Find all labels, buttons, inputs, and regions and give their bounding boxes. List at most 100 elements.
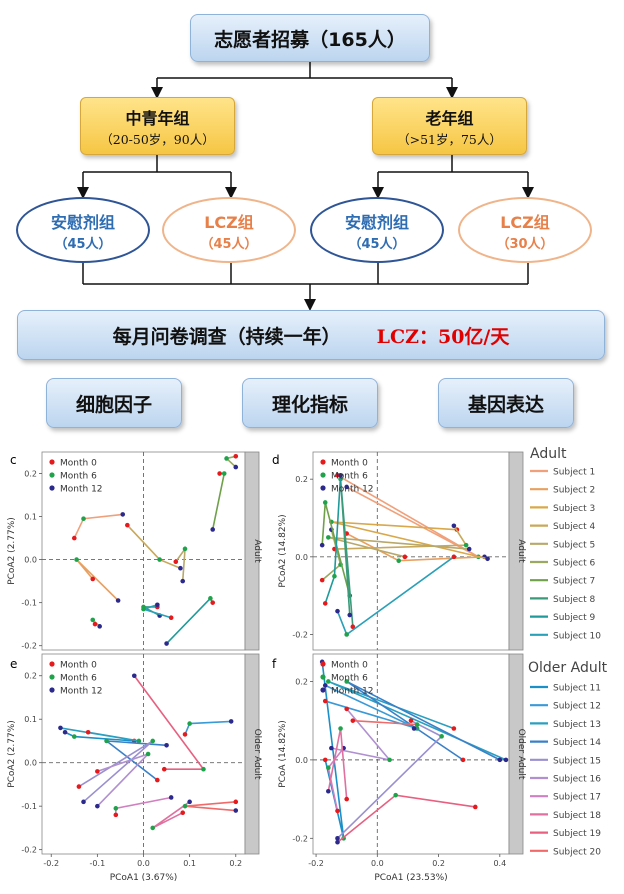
sample-point [90, 617, 96, 623]
legend-month-dot [49, 687, 55, 693]
pcoa-panel-c: Adult -0.2 -0.1 0.0 0.1 0.2 PCoA2 (2.77%) Month… [7, 451, 262, 651]
old-age-group-box: 老年组 （>51岁，75人） [372, 97, 527, 155]
old-age-group-title: 老年组 [425, 108, 474, 128]
middle-age-group-title: 中青年组 [125, 108, 190, 128]
sample-point [168, 795, 174, 800]
sample-point [408, 718, 414, 723]
legend-subject-adult-label: Subject 2 [553, 486, 595, 496]
y-tick-label: 0.1 [24, 513, 37, 522]
y-tick-label: 0.0 [295, 756, 308, 765]
panel-letter-f: f [272, 657, 277, 671]
sample-point [58, 725, 63, 731]
sample-point [322, 698, 328, 704]
arm-name: 安慰剂组 [50, 212, 115, 232]
sample-point [332, 573, 337, 579]
sample-point [104, 738, 109, 744]
y-tick-label: 0.0 [24, 759, 37, 768]
pcoa-panel-e: Older Adult -0.2 -0.1 0.0 0.1 0.2 -0.2 -0.1 0.0 0… [7, 653, 262, 883]
sample-point [74, 557, 79, 562]
sample-point [460, 757, 466, 763]
plot-area [312, 451, 510, 651]
arm-lcz-middle: LCZ组 （45人） [162, 197, 296, 263]
x-tick-label: 0.4 [493, 859, 506, 868]
legend-subject-adult-label: Subject 1 [553, 468, 595, 478]
sample-point [178, 565, 183, 571]
sample-point [115, 598, 121, 603]
sample-point [473, 804, 478, 810]
panel-letter-d: d [272, 453, 280, 467]
sample-point [95, 769, 100, 774]
legend-month-label: Month 0 [60, 459, 97, 469]
sample-point [187, 799, 192, 805]
y-tick-label: 0.1 [24, 715, 37, 724]
sample-point [322, 500, 328, 505]
outcome-gene-expression: 基因表达 [438, 378, 574, 428]
dose-label: LCZ：50亿/天 [376, 325, 510, 348]
sample-point [180, 810, 186, 815]
sample-point [210, 600, 216, 605]
sample-point [350, 718, 356, 723]
sample-point [182, 732, 188, 737]
legend-subject-older-label: Subject 17 [553, 793, 601, 803]
sample-point [145, 751, 151, 757]
sample-point [113, 806, 119, 811]
sample-point [164, 641, 169, 646]
sample-point [141, 606, 146, 612]
y-tick-label: 0.2 [24, 672, 37, 681]
arm-count: （45人） [348, 236, 406, 252]
sample-point [76, 784, 82, 789]
y-axis-label: PCoA2 (2.77%) [7, 720, 17, 788]
legend-subject-older-label: Subject 16 [553, 775, 601, 785]
x-axis-label: PCoA1 (23.53%) [374, 873, 447, 883]
survey-box: 每月问卷调查（持续一年） LCZ：50亿/天 [17, 310, 605, 360]
y-tick-label: 0.2 [295, 475, 308, 484]
legend-subject-adult-label: Subject 8 [553, 595, 596, 605]
x-axis-label: PCoA1 (3.67%) [110, 873, 178, 883]
sample-point [326, 535, 331, 540]
legend-subject-adult-label: Subject 7 [553, 577, 595, 587]
facet-strip-label: Adult [516, 539, 526, 563]
legend-month-label: Month 12 [60, 485, 103, 495]
sample-point [466, 546, 472, 552]
outcome-physchem: 理化指标 [242, 378, 378, 428]
y-tick-label: 0.0 [295, 553, 308, 562]
sample-point [155, 602, 160, 608]
sample-point [322, 601, 328, 606]
outcome-cytokines: 细胞因子 [46, 378, 182, 428]
sample-point [411, 726, 417, 731]
arm-name: LCZ组 [500, 212, 550, 232]
sample-point [335, 608, 340, 614]
y-tick-label: -0.2 [21, 846, 37, 855]
sample-point [95, 803, 100, 809]
sample-point [344, 706, 349, 712]
sample-point [228, 719, 234, 724]
legend-month-label: Month 12 [60, 687, 103, 697]
x-tick-label: 0.1 [183, 859, 196, 868]
sample-point [344, 796, 349, 802]
legend-older-title: Older Adult [528, 660, 608, 676]
sample-point [125, 522, 130, 528]
sample-point [92, 621, 98, 627]
y-tick-label: 0.2 [295, 677, 308, 686]
sample-point [451, 726, 457, 731]
legend-month-label: Month 6 [60, 472, 97, 482]
legend-subject-older-label: Subject 12 [553, 702, 601, 712]
facet-strip [508, 653, 524, 855]
sample-point [180, 578, 186, 584]
pcoa-panel-f: Older Adult -0.2 0.0 0.2 -0.2 0.0 0.2 0.4 PCoA (… [278, 653, 526, 883]
sample-point [485, 556, 490, 562]
facet-strip [244, 451, 260, 651]
pcoa-figure: c d e f Adult -0.2 -0.1 0.0 0.1 0.2 PCoA2 (2.7… [7, 446, 608, 883]
legend-month-label: Month 6 [331, 472, 368, 482]
panel-letter-c: c [10, 453, 17, 467]
sample-point [201, 766, 206, 772]
arm-count: （45人） [200, 236, 258, 252]
y-axis-label: PCoA2 (2.77%) [7, 517, 17, 585]
legend-month-label: Month 12 [331, 485, 374, 495]
sample-point [326, 765, 331, 771]
y-tick-label: -0.2 [292, 630, 308, 639]
legend-subject-older-label: Subject 11 [553, 684, 601, 694]
arm-placebo-middle: 安慰剂组 （45人） [16, 197, 150, 263]
legend-month-label: Month 0 [60, 661, 97, 671]
y-tick-label: -0.1 [21, 599, 37, 608]
